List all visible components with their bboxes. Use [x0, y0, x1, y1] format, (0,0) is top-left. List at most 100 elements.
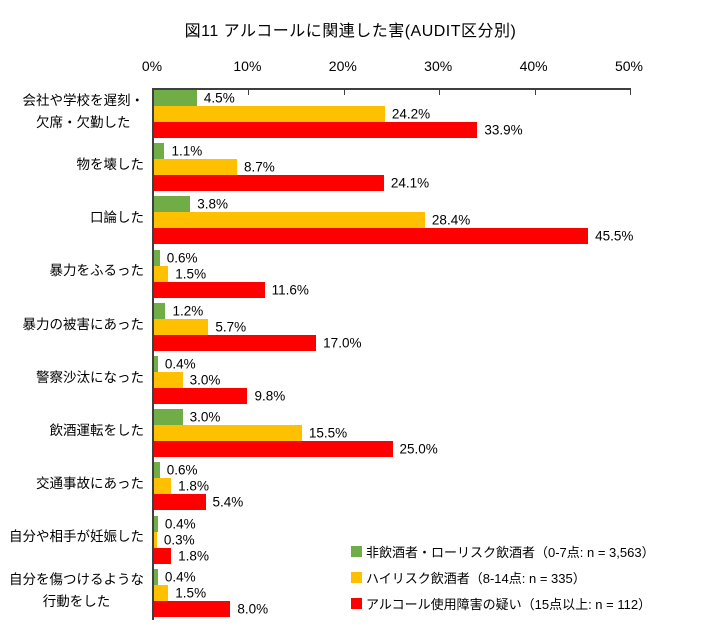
category-label-cell: 自分を傷つけるような 行動をした: [0, 567, 144, 615]
bar-yellow: [154, 425, 302, 442]
bar-row: 8.0%: [154, 600, 631, 617]
legend-row: ハイリスク飲酒者（8-14点: n = 335）: [351, 564, 699, 590]
category-label-cell: 飲酒運転をした: [0, 407, 145, 455]
bar-value-label: 3.0%: [189, 372, 221, 388]
bar-value-label: 0.6%: [166, 462, 198, 478]
bar-value-label: 5.4%: [212, 494, 244, 510]
bar-value-label: 0.4%: [164, 516, 196, 532]
bar-value-label: 25.0%: [399, 441, 438, 457]
bar-red: [154, 547, 172, 564]
legend-marker-red: [351, 597, 362, 609]
category-label: 飲酒運転をした: [49, 423, 145, 439]
x-axis-ticks: 0% 10% 20% 30% 40% 50%: [142, 58, 643, 76]
bar-value-label: 24.1%: [390, 175, 430, 191]
bar-green: [154, 249, 160, 266]
bar-row: 24.2%: [154, 106, 631, 122]
bar-row: 0.4%: [154, 515, 631, 532]
bar-row: 45.5%: [154, 228, 634, 245]
bar-row: 5.7%: [154, 318, 631, 335]
legend-label: 非飲酒者・ローリスク飲酒者（0-7点: n = 3,563）: [366, 544, 655, 560]
legend-marker-green: [351, 545, 362, 557]
x-tick-label: 40%: [519, 58, 548, 74]
category-label: 会社や学校を遅刻・ 欠席・欠勤した: [22, 92, 145, 130]
bar-row: 15.5%: [154, 425, 631, 442]
legend-marker-yellow: [351, 571, 362, 583]
legend: 非飲酒者・ローリスク飲酒者（0-7点: n = 3,563） ハイリスク飲酒者（8…: [351, 538, 699, 616]
bar-yellow: [154, 318, 209, 335]
category-label-cell: 物を壊した: [0, 141, 145, 189]
bar-value-label: 15.5%: [308, 425, 348, 441]
bar-value-label: 8.0%: [237, 601, 269, 617]
bar-row: 1.8%: [154, 547, 631, 564]
bar-value-label: 0.4%: [164, 356, 196, 372]
bar-row: 0.6%: [154, 462, 631, 479]
bar-row: 17.0%: [154, 334, 631, 351]
bar-value-label: 28.4%: [431, 212, 471, 228]
bar-yellow: [154, 531, 157, 548]
bar-row: 3.0%: [154, 372, 631, 388]
bar-value-label: 0.6%: [166, 250, 198, 266]
bar-value-label: 4.5%: [203, 90, 235, 106]
bar-row: 1.8%: [154, 478, 631, 495]
category-label: 交通事故にあった: [36, 476, 144, 492]
bar-row: 25.0%: [154, 441, 631, 458]
category-label: 暴力をふるった: [49, 263, 145, 279]
bar-value-label: 33.9%: [484, 122, 523, 138]
bar-row: 5.4%: [154, 494, 631, 511]
bar-row: 1.5%: [154, 584, 631, 601]
bar-value-label: 0.3%: [163, 532, 195, 548]
legend-row: アルコール使用障害の疑い（15点以上: n = 112）: [351, 590, 699, 616]
x-tick-mark: [439, 90, 441, 95]
category-label: 口論した: [90, 210, 144, 226]
category-label-cell: 口論した: [0, 194, 144, 242]
x-tick-mark: [534, 90, 536, 95]
bar-yellow: [154, 106, 385, 122]
bar-value-label: 1.8%: [178, 478, 209, 494]
bar-value-label: 24.2%: [391, 106, 431, 122]
x-tick-mark: [343, 90, 345, 95]
category-label: 警察沙汰になった: [36, 369, 144, 385]
bar-value-label: 45.5%: [595, 228, 634, 244]
legend-row: 非飲酒者・ローリスク飲酒者（0-7点: n = 3,563）: [351, 538, 699, 564]
bar-red: [154, 228, 589, 245]
category-label: 暴力の被害にあった: [22, 316, 145, 332]
bar-row: 1.1%: [154, 143, 631, 160]
category-label: 物を壊した: [76, 157, 145, 173]
bar-red: [154, 494, 206, 511]
bar-green: [154, 356, 158, 372]
bar-row: 0.6%: [154, 249, 631, 266]
bar-value-label: 0.4%: [164, 569, 196, 585]
bar-row: 3.0%: [154, 409, 631, 426]
bar-value-label: 5.7%: [215, 319, 247, 335]
bar-value-label: 3.0%: [189, 409, 221, 425]
bar-row: 3.8%: [154, 196, 631, 213]
x-tick-label: 30%: [424, 58, 453, 74]
chart-title: 図11 アルコールに関連した害(AUDIT区分別): [184, 23, 517, 40]
bar-value-label: 3.8%: [197, 196, 229, 212]
bar-green: [154, 409, 183, 426]
bar-yellow: [154, 584, 169, 601]
bar-green: [154, 302, 166, 319]
bar-row: 11.6%: [154, 281, 631, 298]
bar-red: [154, 122, 478, 138]
bar-row: 8.7%: [154, 159, 631, 176]
bar-yellow: [154, 265, 169, 282]
category-label: 自分を傷つけるような 行動をした: [9, 571, 144, 609]
bar-green: [154, 462, 160, 479]
bar-green: [154, 568, 158, 585]
bar-red: [154, 281, 265, 298]
bar-value-label: 9.8%: [254, 388, 286, 404]
bar-value-label: 17.0%: [323, 335, 362, 351]
bar-value-label: 1.5%: [175, 585, 207, 601]
bar-green: [154, 196, 191, 213]
bar-yellow: [154, 212, 425, 229]
category-label: 自分や相手が妊娠した: [9, 529, 144, 545]
legend-label: ハイリスク飲酒者（8-14点: n = 335）: [366, 570, 586, 586]
bar-row: 24.1%: [154, 175, 631, 192]
x-tick-mark: [248, 90, 250, 95]
bar-yellow: [154, 159, 237, 176]
x-tick-mark: [630, 90, 631, 95]
bar-row: 1.2%: [154, 302, 631, 319]
category-label-cell: 自分や相手が妊娠した: [0, 514, 144, 562]
